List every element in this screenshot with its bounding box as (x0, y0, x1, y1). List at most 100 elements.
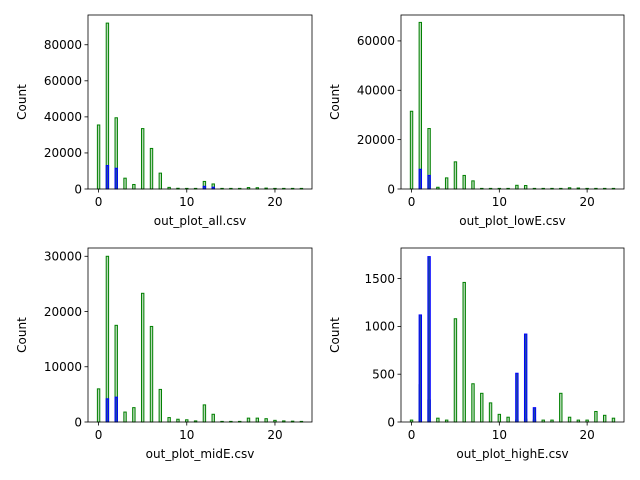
green-bar (140, 292, 145, 423)
y-axis-label: Count (328, 84, 342, 120)
y-tick-label: 20000 (44, 146, 82, 160)
y-tick-label: 0 (387, 182, 395, 196)
green-bar (167, 417, 171, 423)
green-bar (158, 388, 163, 423)
x-tick-label: 0 (408, 195, 416, 209)
green-bar (523, 185, 528, 190)
green-bar (567, 416, 572, 423)
y-tick-label: 0 (74, 415, 82, 429)
green-bar (158, 172, 163, 190)
y-tick-label: 40000 (357, 84, 395, 98)
green-bar (105, 22, 110, 190)
subplot-2: 0 10 20 0 20000 40000 60000 out_plot_lowE.csv Co… (328, 14, 625, 228)
x-tick-label: 10 (179, 428, 194, 442)
subplots: 0 10 20020000400006000080000out_plot_all.c… (15, 14, 625, 461)
green-bar (436, 417, 440, 423)
green-bar (488, 402, 493, 423)
green-bar (453, 318, 458, 423)
y-tick-label: 60000 (44, 74, 82, 88)
x-tick-label: 0 (95, 195, 103, 209)
green-bar (602, 414, 607, 423)
axes-frame (87, 14, 313, 190)
green-bar (246, 417, 251, 423)
x-tick-label: 0 (408, 428, 416, 442)
blue-bar (418, 314, 423, 423)
green-bar (123, 411, 127, 423)
blue-bar (105, 165, 110, 190)
blue-bar (114, 167, 118, 190)
green-bar (149, 147, 154, 190)
green-bar (462, 174, 466, 190)
blue-bar (532, 407, 537, 423)
green-bar (96, 388, 101, 423)
y-tick-label: 30000 (44, 250, 82, 264)
green-bar (559, 392, 563, 423)
y-axis-label: Count (328, 317, 342, 353)
y-tick-label: 10000 (44, 360, 82, 374)
y-axis-label: Count (15, 317, 29, 353)
green-bar (418, 21, 423, 190)
subplot-3: 0 10 20 0 10000 20000 30000 out_plot_midE.csv Co… (15, 247, 313, 461)
green-bar (149, 325, 154, 423)
x-axis-label: out_plot_midE.csv (146, 447, 255, 461)
x-tick-label: 20 (267, 428, 282, 442)
y-tick-label: 0 (74, 182, 82, 196)
blue-bar (427, 256, 431, 423)
green-bar (132, 407, 136, 423)
blue-bar (515, 372, 519, 423)
x-axis-label: out_plot_all.csv (154, 214, 246, 228)
y-tick-label: 20000 (44, 305, 82, 319)
y-tick-label: 0 (387, 415, 395, 429)
x-tick-label: 20 (579, 428, 594, 442)
x-axis-label: out_plot_highE.csv (456, 447, 568, 461)
green-bar (202, 404, 207, 423)
x-axis-label: out_plot_lowE.csv (459, 214, 566, 228)
green-bar (444, 177, 449, 190)
green-bar (515, 184, 519, 190)
green-bar (123, 177, 127, 190)
axes-frame (87, 247, 313, 423)
x-tick-label: 0 (95, 428, 103, 442)
y-tick-label: 1000 (364, 320, 395, 334)
blue-bar (418, 168, 423, 190)
axes-frame (400, 14, 625, 190)
green-bar (497, 413, 502, 423)
x-tick-label: 10 (492, 195, 507, 209)
green-bar (471, 180, 475, 190)
subplot-4: 0 10 20 0 500 1000 1500 out_plot_highE.csv Count (328, 247, 625, 461)
green-bar (255, 417, 260, 423)
green-bar (105, 255, 110, 423)
y-tick-label: 40000 (44, 110, 82, 124)
y-tick-label: 80000 (44, 38, 82, 52)
x-tick-label: 20 (267, 195, 282, 209)
subplot-1: 0 10 20 0 20000 40000 60000 80000 out_plot_all.c… (15, 14, 313, 228)
x-tick-label: 10 (492, 428, 507, 442)
y-tick-label: 20000 (357, 133, 395, 147)
green-bar (480, 392, 484, 423)
green-bar (611, 417, 616, 423)
blue-bar (105, 398, 110, 423)
green-bar (462, 281, 466, 423)
blue-bar (114, 396, 118, 423)
green-bar (409, 110, 414, 190)
green-bar (594, 410, 598, 423)
green-bar (211, 413, 215, 423)
green-bar (176, 418, 180, 423)
x-tick-label: 10 (179, 195, 194, 209)
green-bar (506, 416, 510, 423)
green-bar (471, 383, 475, 423)
x-tick-label: 20 (579, 195, 594, 209)
axes-frame (400, 247, 625, 423)
y-axis-label: Count (15, 84, 29, 120)
green-bar (453, 161, 458, 190)
green-bar (96, 124, 101, 190)
green-bar (132, 183, 136, 190)
blue-bar (427, 174, 431, 190)
y-tick-label: 1500 (364, 272, 395, 286)
y-tick-label: 500 (372, 367, 395, 381)
blue-bar (202, 185, 207, 190)
y-tick-label: 60000 (357, 34, 395, 48)
green-bar (140, 128, 145, 190)
